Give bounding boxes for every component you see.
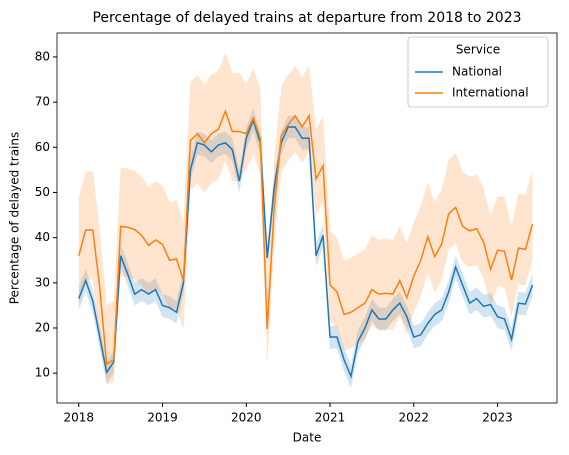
y-tick-label: 20 <box>35 321 50 335</box>
x-tick-label: 2019 <box>147 411 178 425</box>
legend-box <box>407 36 549 108</box>
y-tick-label: 30 <box>35 275 50 289</box>
y-tick-label: 60 <box>35 140 50 154</box>
plot-frame <box>56 32 558 404</box>
x-axis-label: Date <box>293 431 322 445</box>
line <box>78 117 534 379</box>
y-tick-label: 50 <box>35 185 50 199</box>
x-tick-label: 2018 <box>64 411 95 425</box>
y-axis-label: Percentage of delayed trains <box>8 132 22 305</box>
x-tick-label: 2020 <box>231 411 262 425</box>
x-tick-label: 2022 <box>399 411 430 425</box>
line <box>78 108 534 366</box>
legend-title: Service <box>456 43 500 57</box>
y-tick-label: 10 <box>35 366 50 380</box>
legend-label: National <box>452 65 502 79</box>
chart-title: Percentage of delayed trains at departur… <box>92 10 521 26</box>
confidence-band <box>78 52 533 385</box>
y-tick-label: 70 <box>35 95 50 109</box>
x-tick-label: 2023 <box>482 411 513 425</box>
y-tick-label: 40 <box>35 230 50 244</box>
x-tick-label: 2021 <box>315 411 346 425</box>
legend-label: International <box>452 86 529 100</box>
y-tick-label: 80 <box>35 49 50 63</box>
